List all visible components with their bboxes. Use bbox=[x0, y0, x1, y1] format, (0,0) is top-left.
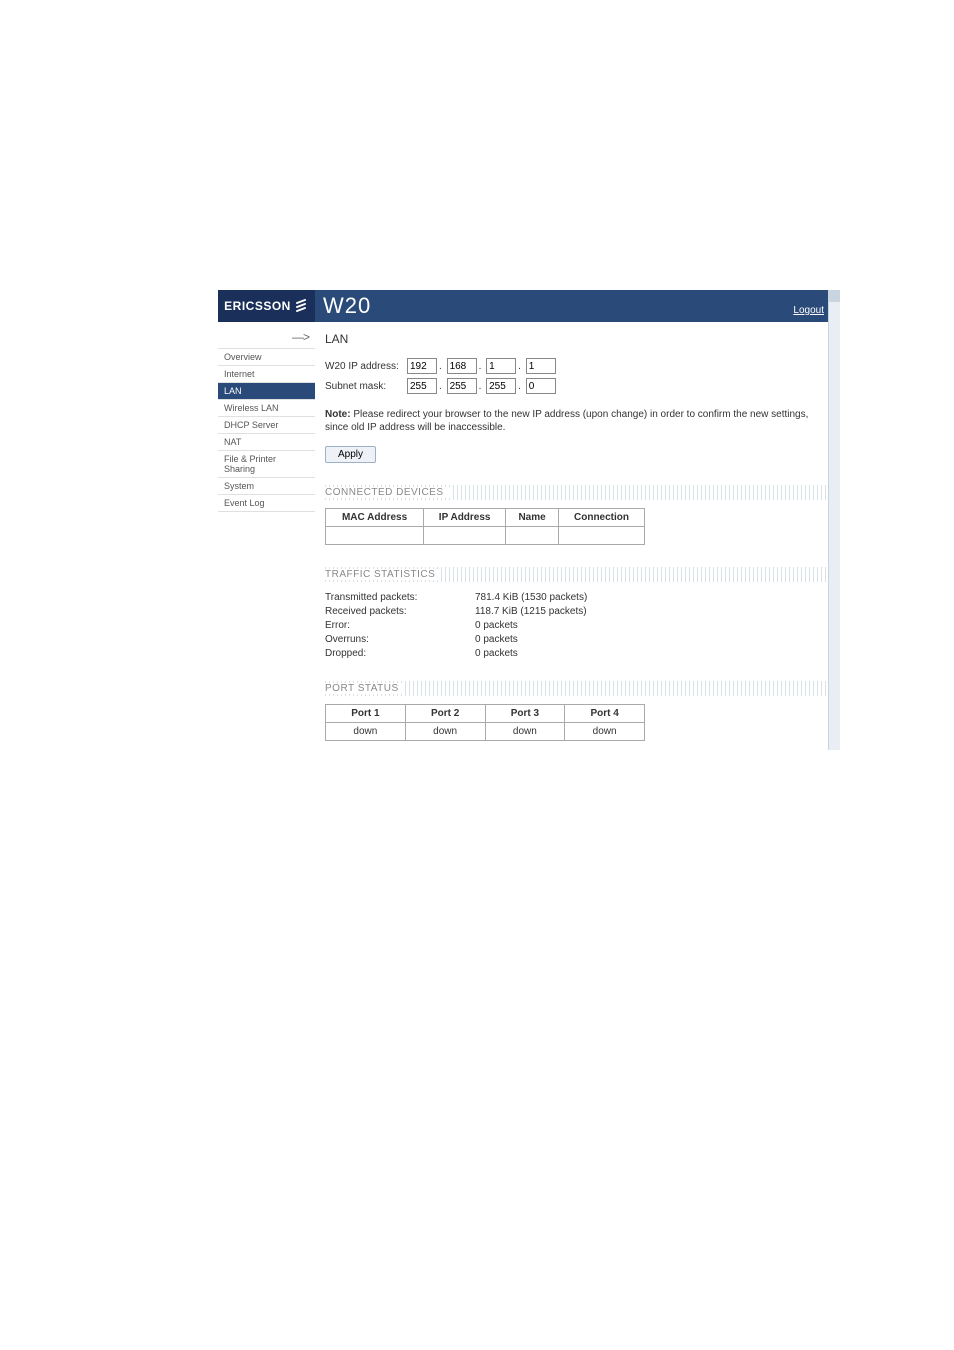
ip-octet-1[interactable] bbox=[407, 358, 437, 374]
connected-devices-table: MAC AddressIP AddressNameConnection bbox=[325, 508, 645, 545]
port-header: Port 1 bbox=[326, 705, 406, 723]
stat-value: 0 packets bbox=[475, 634, 518, 645]
stat-row: Transmitted packets:781.4 KiB (1530 pack… bbox=[325, 592, 830, 603]
port-status-table: Port 1Port 2Port 3Port 4 downdowndowndow… bbox=[325, 704, 645, 741]
subnet-octet-3[interactable] bbox=[486, 378, 516, 394]
nav-item-system[interactable]: System bbox=[218, 477, 315, 494]
page-title: LAN bbox=[325, 332, 830, 346]
note-prefix: Note: bbox=[325, 409, 351, 420]
product-title: W20 bbox=[323, 293, 371, 319]
scrollbar-track[interactable] bbox=[828, 290, 840, 750]
nav-item-lan[interactable]: LAN bbox=[218, 382, 315, 399]
stat-value: 0 packets bbox=[475, 620, 518, 631]
connected-col-header: MAC Address bbox=[326, 509, 424, 527]
connected-devices-header-text: CONNECTED DEVICES bbox=[325, 487, 450, 498]
collapse-arrow-icon[interactable]: —> bbox=[218, 330, 315, 348]
stat-label: Overruns: bbox=[325, 634, 475, 645]
port-status-value: down bbox=[326, 723, 406, 741]
subnet-octet-4[interactable] bbox=[526, 378, 556, 394]
traffic-stats: Transmitted packets:781.4 KiB (1530 pack… bbox=[325, 592, 830, 659]
nav-item-file-printer-sharing[interactable]: File & Printer Sharing bbox=[218, 450, 315, 477]
stat-value: 781.4 KiB (1530 packets) bbox=[475, 592, 587, 603]
port-status-value: down bbox=[565, 723, 645, 741]
sidebar: —> OverviewInternetLANWireless LANDHCP S… bbox=[218, 322, 315, 751]
ip-octet-3[interactable] bbox=[486, 358, 516, 374]
brand-logo: ERICSSON bbox=[218, 290, 315, 322]
port-status-header-text: PORT STATUS bbox=[325, 683, 405, 694]
stat-value: 118.7 KiB (1215 packets) bbox=[475, 606, 587, 617]
stat-label: Error: bbox=[325, 620, 475, 631]
ip-address-row: W20 IP address: . . . bbox=[325, 358, 830, 374]
apply-button[interactable]: Apply bbox=[325, 446, 376, 463]
traffic-stats-header: TRAFFIC STATISTICS bbox=[325, 567, 830, 582]
subnet-mask-row: Subnet mask: . . . bbox=[325, 378, 830, 394]
stat-row: Received packets:118.7 KiB (1215 packets… bbox=[325, 606, 830, 617]
title-bar: W20 Logout bbox=[315, 290, 840, 322]
connected-empty-cell bbox=[506, 527, 559, 545]
nav-menu: OverviewInternetLANWireless LANDHCP Serv… bbox=[218, 348, 315, 512]
connected-empty-cell bbox=[424, 527, 506, 545]
port-header: Port 4 bbox=[565, 705, 645, 723]
ip-octet-2[interactable] bbox=[447, 358, 477, 374]
stat-row: Dropped:0 packets bbox=[325, 648, 830, 659]
ip-address-input-group: . . . bbox=[407, 358, 556, 374]
scrollbar-thumb[interactable] bbox=[829, 290, 840, 302]
port-status-value: down bbox=[405, 723, 485, 741]
ip-address-label: W20 IP address: bbox=[325, 361, 407, 372]
header-bar: ERICSSON W20 Logout bbox=[218, 290, 840, 322]
port-header: Port 2 bbox=[405, 705, 485, 723]
router-admin-panel: ERICSSON W20 Logout —> OverviewInternetL… bbox=[218, 290, 840, 751]
subnet-octet-2[interactable] bbox=[447, 378, 477, 394]
stat-row: Error:0 packets bbox=[325, 620, 830, 631]
ericsson-icon bbox=[295, 299, 309, 313]
stat-value: 0 packets bbox=[475, 648, 518, 659]
connected-col-header: Connection bbox=[559, 509, 645, 527]
ip-change-note: Note: Please redirect your browser to th… bbox=[325, 408, 830, 434]
port-status-value: down bbox=[485, 723, 565, 741]
connected-devices-header: CONNECTED DEVICES bbox=[325, 485, 830, 500]
stat-row: Overruns:0 packets bbox=[325, 634, 830, 645]
brand-text: ERICSSON bbox=[224, 299, 291, 313]
note-text: Please redirect your browser to the new … bbox=[325, 409, 808, 433]
connected-col-header: Name bbox=[506, 509, 559, 527]
nav-item-nat[interactable]: NAT bbox=[218, 433, 315, 450]
subnet-octet-1[interactable] bbox=[407, 378, 437, 394]
subnet-mask-input-group: . . . bbox=[407, 378, 556, 394]
connected-empty-cell bbox=[559, 527, 645, 545]
port-status-header: PORT STATUS bbox=[325, 681, 830, 696]
traffic-stats-header-text: TRAFFIC STATISTICS bbox=[325, 569, 441, 580]
nav-item-event-log[interactable]: Event Log bbox=[218, 494, 315, 512]
nav-item-dhcp-server[interactable]: DHCP Server bbox=[218, 416, 315, 433]
ip-octet-4[interactable] bbox=[526, 358, 556, 374]
nav-item-internet[interactable]: Internet bbox=[218, 365, 315, 382]
stat-label: Dropped: bbox=[325, 648, 475, 659]
nav-item-overview[interactable]: Overview bbox=[218, 348, 315, 365]
port-header: Port 3 bbox=[485, 705, 565, 723]
subnet-mask-label: Subnet mask: bbox=[325, 381, 407, 392]
connected-col-header: IP Address bbox=[424, 509, 506, 527]
stat-label: Transmitted packets: bbox=[325, 592, 475, 603]
stat-label: Received packets: bbox=[325, 606, 475, 617]
nav-item-wireless-lan[interactable]: Wireless LAN bbox=[218, 399, 315, 416]
connected-empty-cell bbox=[326, 527, 424, 545]
logout-link[interactable]: Logout bbox=[793, 305, 824, 316]
main-content: LAN W20 IP address: . . . Subnet mask: .… bbox=[315, 322, 840, 751]
